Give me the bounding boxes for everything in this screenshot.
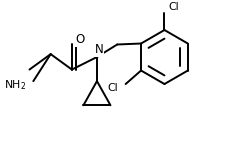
Text: N: N — [94, 43, 103, 56]
Text: Cl: Cl — [107, 83, 118, 93]
Text: Cl: Cl — [168, 2, 179, 12]
Text: NH$_2$: NH$_2$ — [4, 78, 26, 92]
Text: O: O — [75, 33, 84, 46]
